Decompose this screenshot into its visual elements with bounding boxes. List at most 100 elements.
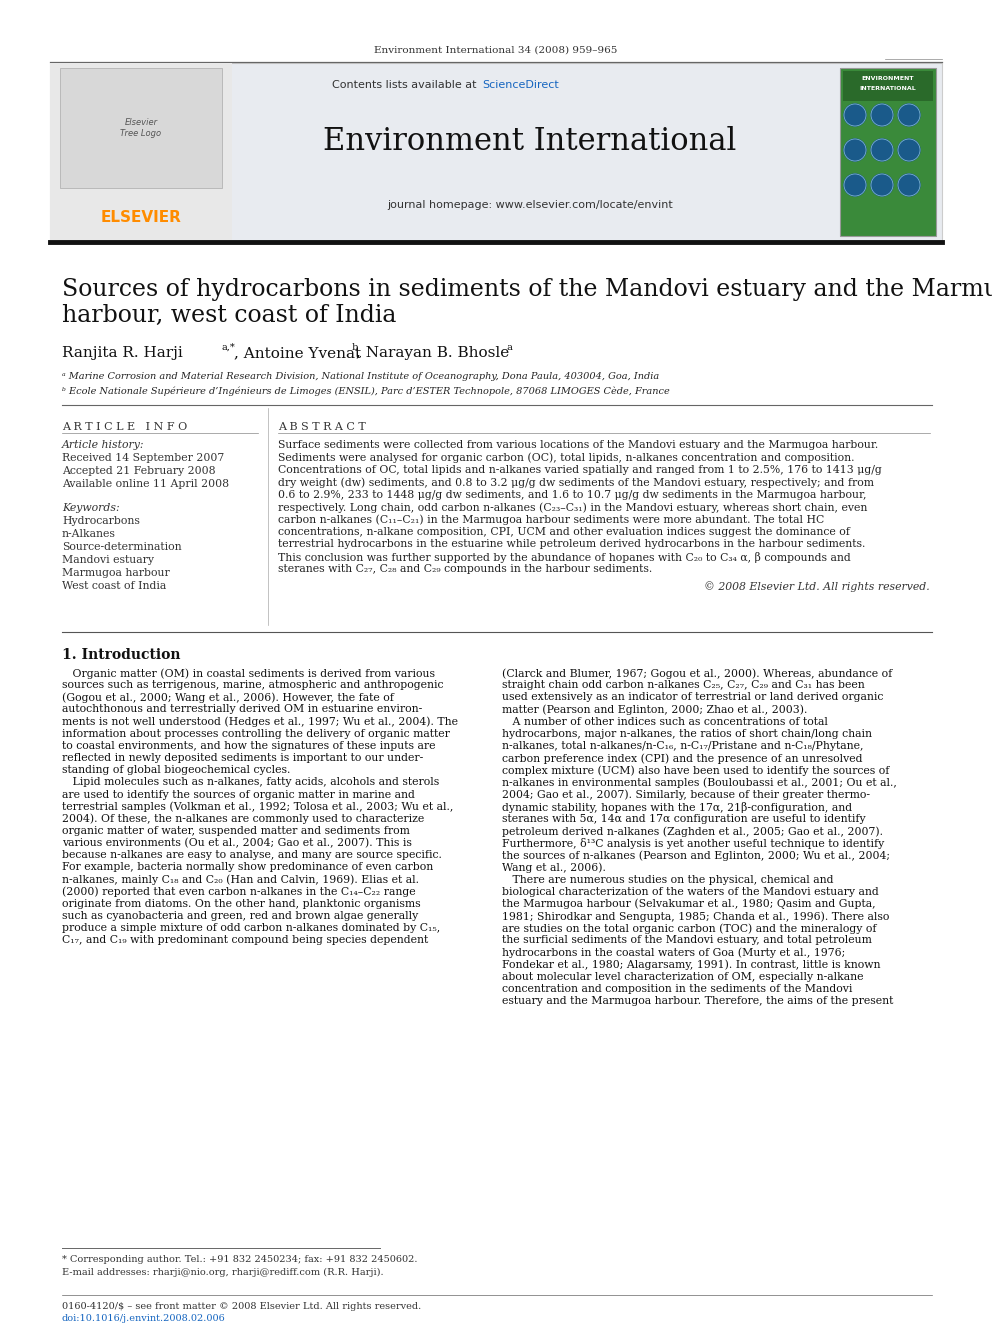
Text: the surficial sediments of the Mandovi estuary, and total petroleum: the surficial sediments of the Mandovi e… bbox=[502, 935, 872, 946]
Text: A R T I C L E   I N F O: A R T I C L E I N F O bbox=[62, 422, 187, 433]
Text: journal homepage: www.elsevier.com/locate/envint: journal homepage: www.elsevier.com/locat… bbox=[387, 200, 673, 210]
Text: 0160-4120/$ – see front matter © 2008 Elsevier Ltd. All rights reserved.: 0160-4120/$ – see front matter © 2008 El… bbox=[62, 1302, 422, 1311]
Circle shape bbox=[898, 139, 920, 161]
Text: 2004; Gao et al., 2007). Similarly, because of their greater thermo-: 2004; Gao et al., 2007). Similarly, beca… bbox=[502, 790, 870, 800]
Text: (Gogou et al., 2000; Wang et al., 2006). However, the fate of: (Gogou et al., 2000; Wang et al., 2006).… bbox=[62, 692, 394, 703]
Text: such as cyanobacteria and green, red and brown algae generally: such as cyanobacteria and green, red and… bbox=[62, 912, 419, 921]
Text: E-mail addresses: rharji@nio.org, rharji@rediff.com (R.R. Harji).: E-mail addresses: rharji@nio.org, rharji… bbox=[62, 1267, 384, 1277]
Text: originate from diatoms. On the other hand, planktonic organisms: originate from diatoms. On the other han… bbox=[62, 898, 421, 909]
Text: terrestrial hydrocarbons in the estuarine while petroleum derived hydrocarbons i: terrestrial hydrocarbons in the estuarin… bbox=[278, 540, 865, 549]
Text: Keywords:: Keywords: bbox=[62, 503, 120, 513]
Text: For example, bacteria normally show predominance of even carbon: For example, bacteria normally show pred… bbox=[62, 863, 434, 872]
Text: Sediments were analysed for organic carbon (OC), total lipids, n-alkanes concent: Sediments were analysed for organic carb… bbox=[278, 452, 854, 463]
Text: b: b bbox=[349, 343, 358, 352]
Text: n-Alkanes: n-Alkanes bbox=[62, 529, 116, 538]
Text: Sources of hydrocarbons in sediments of the Mandovi estuary and the Marmugoa: Sources of hydrocarbons in sediments of … bbox=[62, 278, 992, 302]
Text: Organic matter (OM) in coastal sediments is derived from various: Organic matter (OM) in coastal sediments… bbox=[62, 668, 435, 679]
Text: the Marmugoa harbour (Selvakumar et al., 1980; Qasim and Gupta,: the Marmugoa harbour (Selvakumar et al.,… bbox=[502, 898, 876, 909]
Text: 0.6 to 2.9%, 233 to 1448 μg/g dw sediments, and 1.6 to 10.7 μg/g dw sediments in: 0.6 to 2.9%, 233 to 1448 μg/g dw sedimen… bbox=[278, 490, 866, 500]
Text: Source-determination: Source-determination bbox=[62, 542, 182, 552]
Text: Lipid molecules such as n-alkanes, fatty acids, alcohols and sterols: Lipid molecules such as n-alkanes, fatty… bbox=[62, 778, 439, 787]
Text: carbon n-alkanes (C₁₁–C₂₁) in the Marmugoa harbour sediments were more abundant.: carbon n-alkanes (C₁₁–C₂₁) in the Marmug… bbox=[278, 515, 824, 525]
Text: carbon preference index (CPI) and the presence of an unresolved: carbon preference index (CPI) and the pr… bbox=[502, 753, 862, 763]
Circle shape bbox=[844, 105, 866, 126]
Text: a: a bbox=[504, 343, 513, 352]
Text: Received 14 September 2007: Received 14 September 2007 bbox=[62, 452, 224, 463]
Text: petroleum derived n-alkanes (Zaghden et al., 2005; Gao et al., 2007).: petroleum derived n-alkanes (Zaghden et … bbox=[502, 826, 883, 836]
Text: to coastal environments, and how the signatures of these inputs are: to coastal environments, and how the sig… bbox=[62, 741, 435, 751]
Bar bbox=[843, 71, 933, 101]
Text: hydrocarbons, major n-alkanes, the ratios of short chain/long chain: hydrocarbons, major n-alkanes, the ratio… bbox=[502, 729, 872, 738]
Text: Concentrations of OC, total lipids and n-alkanes varied spatially and ranged fro: Concentrations of OC, total lipids and n… bbox=[278, 464, 882, 475]
Text: the sources of n-alkanes (Pearson and Eglinton, 2000; Wu et al., 2004;: the sources of n-alkanes (Pearson and Eg… bbox=[502, 851, 890, 861]
Text: Fondekar et al., 1980; Alagarsamy, 1991). In contrast, little is known: Fondekar et al., 1980; Alagarsamy, 1991)… bbox=[502, 959, 881, 970]
Text: dynamic stability, hopanes with the 17α, 21β-configuration, and: dynamic stability, hopanes with the 17α,… bbox=[502, 802, 852, 812]
Text: ᵇ Ecole Nationale Supérieure d’Ingénieurs de Limoges (ENSIL), Parc d’ESTER Techn: ᵇ Ecole Nationale Supérieure d’Ingénieur… bbox=[62, 386, 670, 396]
Text: terrestrial samples (Volkman et al., 1992; Tolosa et al., 2003; Wu et al.,: terrestrial samples (Volkman et al., 199… bbox=[62, 802, 453, 812]
Text: autochthonous and terrestrially derived OM in estuarine environ-: autochthonous and terrestrially derived … bbox=[62, 704, 423, 714]
Text: n-alkanes in environmental samples (Bouloubassi et al., 2001; Ou et al.,: n-alkanes in environmental samples (Boul… bbox=[502, 778, 897, 789]
Text: ᵃ Marine Corrosion and Material Research Division, National Institute of Oceanog: ᵃ Marine Corrosion and Material Research… bbox=[62, 372, 660, 381]
Text: standing of global biogeochemical cycles.: standing of global biogeochemical cycles… bbox=[62, 765, 291, 775]
Text: n-alkanes, total n-alkanes/n-C₁₆, n-C₁₇/Pristane and n-C₁₈/Phytane,: n-alkanes, total n-alkanes/n-C₁₆, n-C₁₇/… bbox=[502, 741, 863, 751]
Text: Hydrocarbons: Hydrocarbons bbox=[62, 516, 140, 527]
Text: used extensively as an indicator of terrestrial or land derived organic: used extensively as an indicator of terr… bbox=[502, 692, 883, 703]
Text: Environment International: Environment International bbox=[323, 127, 737, 157]
Text: hydrocarbons in the coastal waters of Goa (Murty et al., 1976;: hydrocarbons in the coastal waters of Go… bbox=[502, 947, 845, 958]
Text: a,*: a,* bbox=[222, 343, 236, 352]
Text: C₁₇, and C₁₉ with predominant compound being species dependent: C₁₇, and C₁₉ with predominant compound b… bbox=[62, 935, 429, 946]
Text: , Antoine Yvenat: , Antoine Yvenat bbox=[234, 347, 361, 360]
Circle shape bbox=[871, 175, 893, 196]
Text: Available online 11 April 2008: Available online 11 April 2008 bbox=[62, 479, 229, 490]
Bar bbox=[50, 64, 942, 241]
Text: Wang et al., 2006).: Wang et al., 2006). bbox=[502, 863, 606, 873]
Text: reflected in newly deposited sediments is important to our under-: reflected in newly deposited sediments i… bbox=[62, 753, 424, 763]
Text: , Narayan B. Bhosle: , Narayan B. Bhosle bbox=[356, 347, 509, 360]
Text: matter (Pearson and Eglinton, 2000; Zhao et al., 2003).: matter (Pearson and Eglinton, 2000; Zhao… bbox=[502, 704, 807, 714]
Text: concentration and composition in the sediments of the Mandovi: concentration and composition in the sed… bbox=[502, 984, 852, 994]
Text: Elsevier
Tree Logo: Elsevier Tree Logo bbox=[120, 118, 162, 138]
Text: biological characterization of the waters of the Mandovi estuary and: biological characterization of the water… bbox=[502, 886, 879, 897]
Text: ments is not well understood (Hedges et al., 1997; Wu et al., 2004). The: ments is not well understood (Hedges et … bbox=[62, 717, 458, 728]
Text: are studies on the total organic carbon (TOC) and the mineralogy of: are studies on the total organic carbon … bbox=[502, 923, 877, 934]
Text: doi:10.1016/j.envint.2008.02.006: doi:10.1016/j.envint.2008.02.006 bbox=[62, 1314, 226, 1323]
Text: This conclusion was further supported by the abundance of hopanes with C₂₀ to C₃: This conclusion was further supported by… bbox=[278, 552, 851, 562]
Text: © 2008 Elsevier Ltd. All rights reserved.: © 2008 Elsevier Ltd. All rights reserved… bbox=[704, 581, 930, 593]
Text: ScienceDirect: ScienceDirect bbox=[482, 79, 558, 90]
Text: West coast of India: West coast of India bbox=[62, 581, 167, 591]
Text: n-alkanes, mainly C₁₈ and C₂₀ (Han and Calvin, 1969). Elias et al.: n-alkanes, mainly C₁₈ and C₂₀ (Han and C… bbox=[62, 875, 419, 885]
Text: are used to identify the sources of organic matter in marine and: are used to identify the sources of orga… bbox=[62, 790, 415, 799]
Text: because n-alkanes are easy to analyse, and many are source specific.: because n-alkanes are easy to analyse, a… bbox=[62, 851, 441, 860]
Text: Accepted 21 February 2008: Accepted 21 February 2008 bbox=[62, 466, 215, 476]
Text: dry weight (dw) sediments, and 0.8 to 3.2 μg/g dw sediments of the Mandovi estua: dry weight (dw) sediments, and 0.8 to 3.… bbox=[278, 478, 874, 488]
Text: Contents lists available at: Contents lists available at bbox=[332, 79, 480, 90]
Text: A number of other indices such as concentrations of total: A number of other indices such as concen… bbox=[502, 717, 828, 726]
Text: steranes with C₂₇, C₂₈ and C₂₉ compounds in the harbour sediments.: steranes with C₂₇, C₂₈ and C₂₉ compounds… bbox=[278, 564, 653, 574]
Text: concentrations, n-alkane composition, CPI, UCM and other evaluation indices sugg: concentrations, n-alkane composition, CP… bbox=[278, 527, 850, 537]
Circle shape bbox=[844, 139, 866, 161]
Text: 1. Introduction: 1. Introduction bbox=[62, 648, 181, 662]
Text: Mandovi estuary: Mandovi estuary bbox=[62, 556, 154, 565]
Text: Surface sediments were collected from various locations of the Mandovi estuary a: Surface sediments were collected from va… bbox=[278, 441, 878, 450]
Text: ENVIRONMENT: ENVIRONMENT bbox=[862, 77, 915, 82]
Text: estuary and the Marmugoa harbour. Therefore, the aims of the present: estuary and the Marmugoa harbour. Theref… bbox=[502, 996, 894, 1005]
Text: various environments (Ou et al., 2004; Gao et al., 2007). This is: various environments (Ou et al., 2004; G… bbox=[62, 837, 412, 848]
Text: (Clarck and Blumer, 1967; Gogou et al., 2000). Whereas, abundance of: (Clarck and Blumer, 1967; Gogou et al., … bbox=[502, 668, 892, 679]
Circle shape bbox=[871, 105, 893, 126]
Text: Marmugoa harbour: Marmugoa harbour bbox=[62, 568, 170, 578]
Text: steranes with 5α, 14α and 17α configuration are useful to identify: steranes with 5α, 14α and 17α configurat… bbox=[502, 814, 866, 824]
Bar bbox=[840, 67, 936, 235]
Text: harbour, west coast of India: harbour, west coast of India bbox=[62, 304, 397, 327]
Text: Furthermore, δ¹³C analysis is yet another useful technique to identify: Furthermore, δ¹³C analysis is yet anothe… bbox=[502, 837, 884, 849]
Text: (2000) reported that even carbon n-alkanes in the C₁₄–C₂₂ range: (2000) reported that even carbon n-alkan… bbox=[62, 886, 416, 897]
Text: A B S T R A C T: A B S T R A C T bbox=[278, 422, 366, 433]
Text: 2004). Of these, the n-alkanes are commonly used to characterize: 2004). Of these, the n-alkanes are commo… bbox=[62, 814, 425, 824]
Circle shape bbox=[898, 175, 920, 196]
Text: Environment International 34 (2008) 959–965: Environment International 34 (2008) 959–… bbox=[374, 45, 618, 54]
Bar bbox=[60, 67, 222, 188]
Text: about molecular level characterization of OM, especially n-alkane: about molecular level characterization o… bbox=[502, 972, 863, 982]
Text: There are numerous studies on the physical, chemical and: There are numerous studies on the physic… bbox=[502, 875, 833, 885]
Text: complex mixture (UCM) also have been used to identify the sources of: complex mixture (UCM) also have been use… bbox=[502, 765, 890, 775]
Text: straight chain odd carbon n-alkanes C₂₅, C₂₇, C₂₉ and C₃₁ has been: straight chain odd carbon n-alkanes C₂₅,… bbox=[502, 680, 865, 691]
Text: respectively. Long chain, odd carbon n-alkanes (C₂₃–C₃₁) in the Mandovi estuary,: respectively. Long chain, odd carbon n-a… bbox=[278, 501, 867, 512]
